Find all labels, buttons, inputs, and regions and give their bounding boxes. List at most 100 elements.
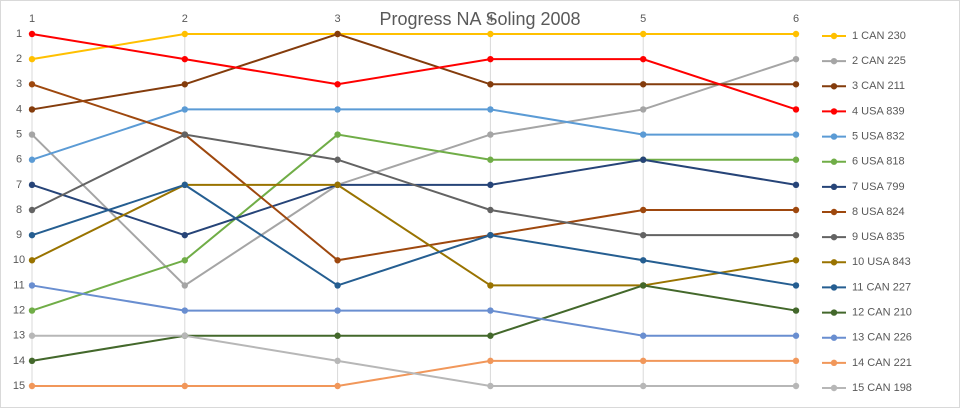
point [181,106,188,113]
point [792,257,800,264]
y-tick-label: 1 [16,28,22,40]
y-tick-label: 15 [13,380,25,392]
point [334,156,341,163]
legend-marker [830,158,838,165]
point [640,206,647,214]
series-line [31,108,796,161]
series-line [31,183,797,287]
point [487,30,494,38]
series-line [31,58,797,287]
point [28,156,36,163]
y-tick-label: 4 [16,103,22,115]
point [640,81,647,88]
series-line [31,83,796,262]
series-line [31,133,796,312]
legend-marker [830,83,838,90]
legend-label: 13 CAN 226 [852,332,912,344]
legend-marker [830,309,838,316]
point [792,81,800,88]
point [334,307,341,314]
y-tick-label: 2 [16,53,22,65]
point [792,131,800,138]
legend-marker [830,57,838,65]
point [487,231,494,239]
point [181,30,188,38]
point [487,307,494,314]
point [334,181,341,189]
point [334,332,341,339]
point [28,307,36,314]
point [792,206,800,214]
point [181,81,188,88]
point [792,332,800,339]
y-tick-label: 13 [13,330,25,342]
point [640,332,647,339]
x-tick-label: 4 [487,13,493,25]
legend-label: 1 CAN 230 [852,30,906,42]
point [792,156,800,163]
point [792,382,800,390]
point [640,282,647,289]
legend-label: 15 CAN 198 [852,382,912,394]
point [181,231,188,239]
point [181,181,188,189]
legend-marker [830,334,838,341]
y-tick-label: 14 [13,355,25,367]
legend-label: 12 CAN 210 [852,306,912,318]
point [487,206,494,214]
point [28,231,36,239]
point [181,55,188,63]
point [181,307,188,314]
point [792,357,800,365]
point [640,131,647,138]
point [792,307,800,314]
point [334,257,341,264]
point [792,231,800,239]
point [181,282,188,289]
y-tick-label: 8 [16,204,22,216]
series-line [31,33,796,61]
legend-label: 2 CAN 225 [852,55,906,67]
legend-label: 4 USA 839 [852,105,905,117]
point [28,106,36,113]
point [487,81,494,88]
point [334,382,341,390]
legend-marker [830,284,838,291]
y-tick-label: 5 [16,128,22,140]
point [487,106,494,113]
point [28,81,36,88]
point [792,30,800,38]
legend-marker [830,133,838,140]
point [487,382,494,390]
point [487,55,494,63]
point [28,332,36,339]
point [28,181,36,189]
legend-label: 8 USA 824 [852,206,905,218]
point [28,131,36,138]
series-line [32,334,796,387]
point [28,30,36,38]
legend-marker [830,108,838,115]
y-tick-label: 3 [16,78,22,90]
legend-label: 7 USA 799 [852,181,905,193]
point [28,55,36,63]
point [181,131,188,138]
legend-marker [830,384,838,392]
point [487,332,494,339]
point [28,282,36,289]
series-line [31,32,796,111]
legend-label: 10 USA 843 [852,256,911,268]
point [640,382,647,390]
point [28,357,36,365]
legend-marker [830,208,838,216]
point [334,106,341,113]
point [792,181,800,189]
legend-marker [830,233,838,241]
legend-label: 3 CAN 211 [852,80,905,92]
legend-label: 11 CAN 227 [852,281,911,293]
legend-label: 6 USA 818 [852,156,905,168]
point [181,332,188,339]
point [792,282,800,289]
point [334,282,341,289]
point [487,181,494,189]
